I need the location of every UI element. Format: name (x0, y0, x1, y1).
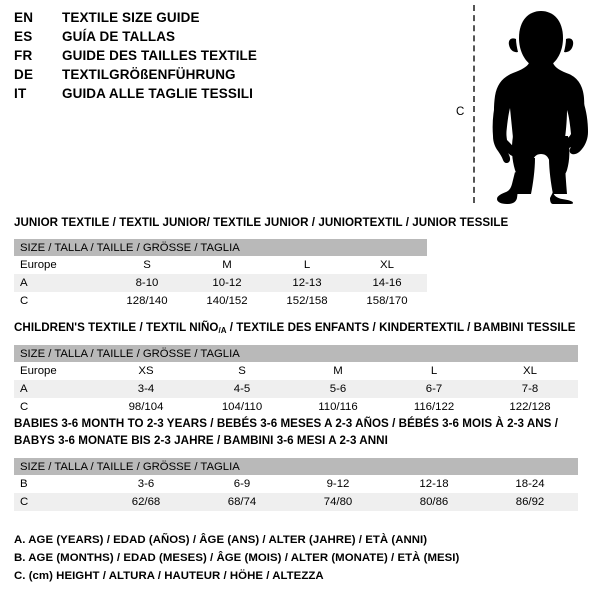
language-code: ES (14, 29, 33, 44)
cell-value: 62/68 (98, 493, 194, 511)
babies-section-heading-line2: BABYS 3-6 MONATE BIS 2-3 JAHRE / BAMBINI… (14, 434, 388, 447)
cell-value: 128/140 (107, 292, 187, 310)
row-label: Europe (14, 362, 98, 380)
cell-value: 122/128 (482, 398, 578, 416)
language-title: GUIDE DES TAILLES TEXTILE (62, 48, 258, 63)
cell-value: XL (482, 362, 578, 380)
children-heading-part1: CHILDREN'S TEXTILE / TEXTIL NIÑO (14, 321, 219, 334)
row-label: C (14, 292, 107, 310)
babies-size-table: SIZE / TALLA / TAILLE / GRÖSSE / TAGLIA … (14, 458, 578, 511)
cell-value: 116/122 (386, 398, 482, 416)
size-band-label: SIZE / TALLA / TAILLE / GRÖSSE / TAGLIA (14, 458, 578, 475)
children-heading-part2: / TEXTILE DES ENFANTS / KINDERTEXTIL / B… (226, 321, 576, 334)
row-label: C (14, 493, 98, 511)
language-title-block: EN TEXTILE SIZE GUIDE ES GUÍA DE TALLAS … (14, 10, 434, 105)
cell-value: M (290, 362, 386, 380)
cell-value: L (267, 256, 347, 274)
table-row: Europe XS S M L XL (14, 362, 578, 380)
cell-value: 98/104 (98, 398, 194, 416)
cell-value: 104/110 (194, 398, 290, 416)
cell-value: 86/92 (482, 493, 578, 511)
row-label: A (14, 274, 107, 292)
cell-value: 152/158 (267, 292, 347, 310)
footnote-c: C. (cm) HEIGHT / ALTURA / HAUTEUR / HÖHE… (14, 570, 324, 582)
children-heading-subscript: /A (218, 326, 227, 335)
size-band-label: SIZE / TALLA / TAILLE / GRÖSSE / TAGLIA (14, 239, 428, 256)
cell-value: 140/152 (187, 292, 267, 310)
footnote-b: B. AGE (MONTHS) / EDAD (MESES) / ÂGE (MO… (14, 552, 460, 564)
language-row: IT GUIDA ALLE TAGLIE TESSILI (14, 86, 434, 105)
table-row: Europe S M L XL (14, 256, 428, 274)
table-row: C 98/104 104/110 110/116 116/122 122/128 (14, 398, 578, 416)
table-row: A 8-10 10-12 12-13 14-16 (14, 274, 428, 292)
table-band-row: SIZE / TALLA / TAILLE / GRÖSSE / TAGLIA (14, 239, 428, 256)
cell-value: 3-4 (98, 380, 194, 398)
children-section-heading: CHILDREN'S TEXTILE / TEXTIL NIÑO/A / TEX… (14, 320, 576, 336)
cell-value: 7-8 (482, 380, 578, 398)
cell-value: S (107, 256, 187, 274)
toddler-silhouette-icon (492, 11, 588, 204)
row-label: B (14, 475, 98, 493)
cell-value: 4-5 (194, 380, 290, 398)
row-label: A (14, 380, 98, 398)
language-code: IT (14, 86, 27, 101)
language-title: GUIDA ALLE TAGLIE TESSILI (62, 86, 253, 101)
language-title: GUÍA DE TALLAS (62, 29, 176, 44)
cell-value: 18-24 (482, 475, 578, 493)
cell-value: 80/86 (386, 493, 482, 511)
junior-section-heading: JUNIOR TEXTILE / TEXTIL JUNIOR/ TEXTILE … (14, 216, 509, 229)
cell-value: 68/74 (194, 493, 290, 511)
cell-value: 9-12 (290, 475, 386, 493)
height-measurement-figure: C (440, 0, 600, 210)
language-code: DE (14, 67, 34, 82)
cell-value: 14-16 (347, 274, 428, 292)
language-title: TEXTILGRÖßENFÜHRUNG (62, 67, 236, 82)
table-row: C 62/68 68/74 74/80 80/86 86/92 (14, 493, 578, 511)
language-row: DE TEXTILGRÖßENFÜHRUNG (14, 67, 434, 86)
cell-value: S (194, 362, 290, 380)
table-band-row: SIZE / TALLA / TAILLE / GRÖSSE / TAGLIA (14, 458, 578, 475)
cell-value: XL (347, 256, 428, 274)
legend-footnotes: A. AGE (YEARS) / EDAD (AÑOS) / ÂGE (ANS)… (14, 531, 514, 585)
cell-value: M (187, 256, 267, 274)
language-code: FR (14, 48, 33, 63)
cell-value: 12-13 (267, 274, 347, 292)
row-label: Europe (14, 256, 107, 274)
cell-value: L (386, 362, 482, 380)
cell-value: 10-12 (187, 274, 267, 292)
height-marker-label: C (456, 106, 465, 118)
table-row: A 3-4 4-5 5-6 6-7 7-8 (14, 380, 578, 398)
size-band-label: SIZE / TALLA / TAILLE / GRÖSSE / TAGLIA (14, 345, 578, 362)
table-row: C 128/140 140/152 152/158 158/170 (14, 292, 428, 310)
cell-value: 74/80 (290, 493, 386, 511)
cell-value: 5-6 (290, 380, 386, 398)
table-row: B 3-6 6-9 9-12 12-18 18-24 (14, 475, 578, 493)
cell-value: 3-6 (98, 475, 194, 493)
table-band-row: SIZE / TALLA / TAILLE / GRÖSSE / TAGLIA (14, 345, 578, 362)
cell-value: 6-7 (386, 380, 482, 398)
cell-value: 6-9 (194, 475, 290, 493)
cell-value: 8-10 (107, 274, 187, 292)
footnote-a: A. AGE (YEARS) / EDAD (AÑOS) / ÂGE (ANS)… (14, 534, 428, 546)
language-row: ES GUÍA DE TALLAS (14, 29, 434, 48)
cell-value: 12-18 (386, 475, 482, 493)
language-row: EN TEXTILE SIZE GUIDE (14, 10, 434, 29)
cell-value: XS (98, 362, 194, 380)
cell-value: 158/170 (347, 292, 428, 310)
children-size-table: SIZE / TALLA / TAILLE / GRÖSSE / TAGLIA … (14, 345, 578, 416)
row-label: C (14, 398, 98, 416)
height-dashed-line (473, 5, 475, 203)
babies-section-heading-line1: BABIES 3-6 MONTH TO 2-3 YEARS / BEBÉS 3-… (14, 417, 559, 430)
language-code: EN (14, 10, 34, 25)
language-title: TEXTILE SIZE GUIDE (62, 10, 200, 25)
language-row: FR GUIDE DES TAILLES TEXTILE (14, 48, 434, 67)
junior-size-table: SIZE / TALLA / TAILLE / GRÖSSE / TAGLIA … (14, 239, 428, 310)
cell-value: 110/116 (290, 398, 386, 416)
